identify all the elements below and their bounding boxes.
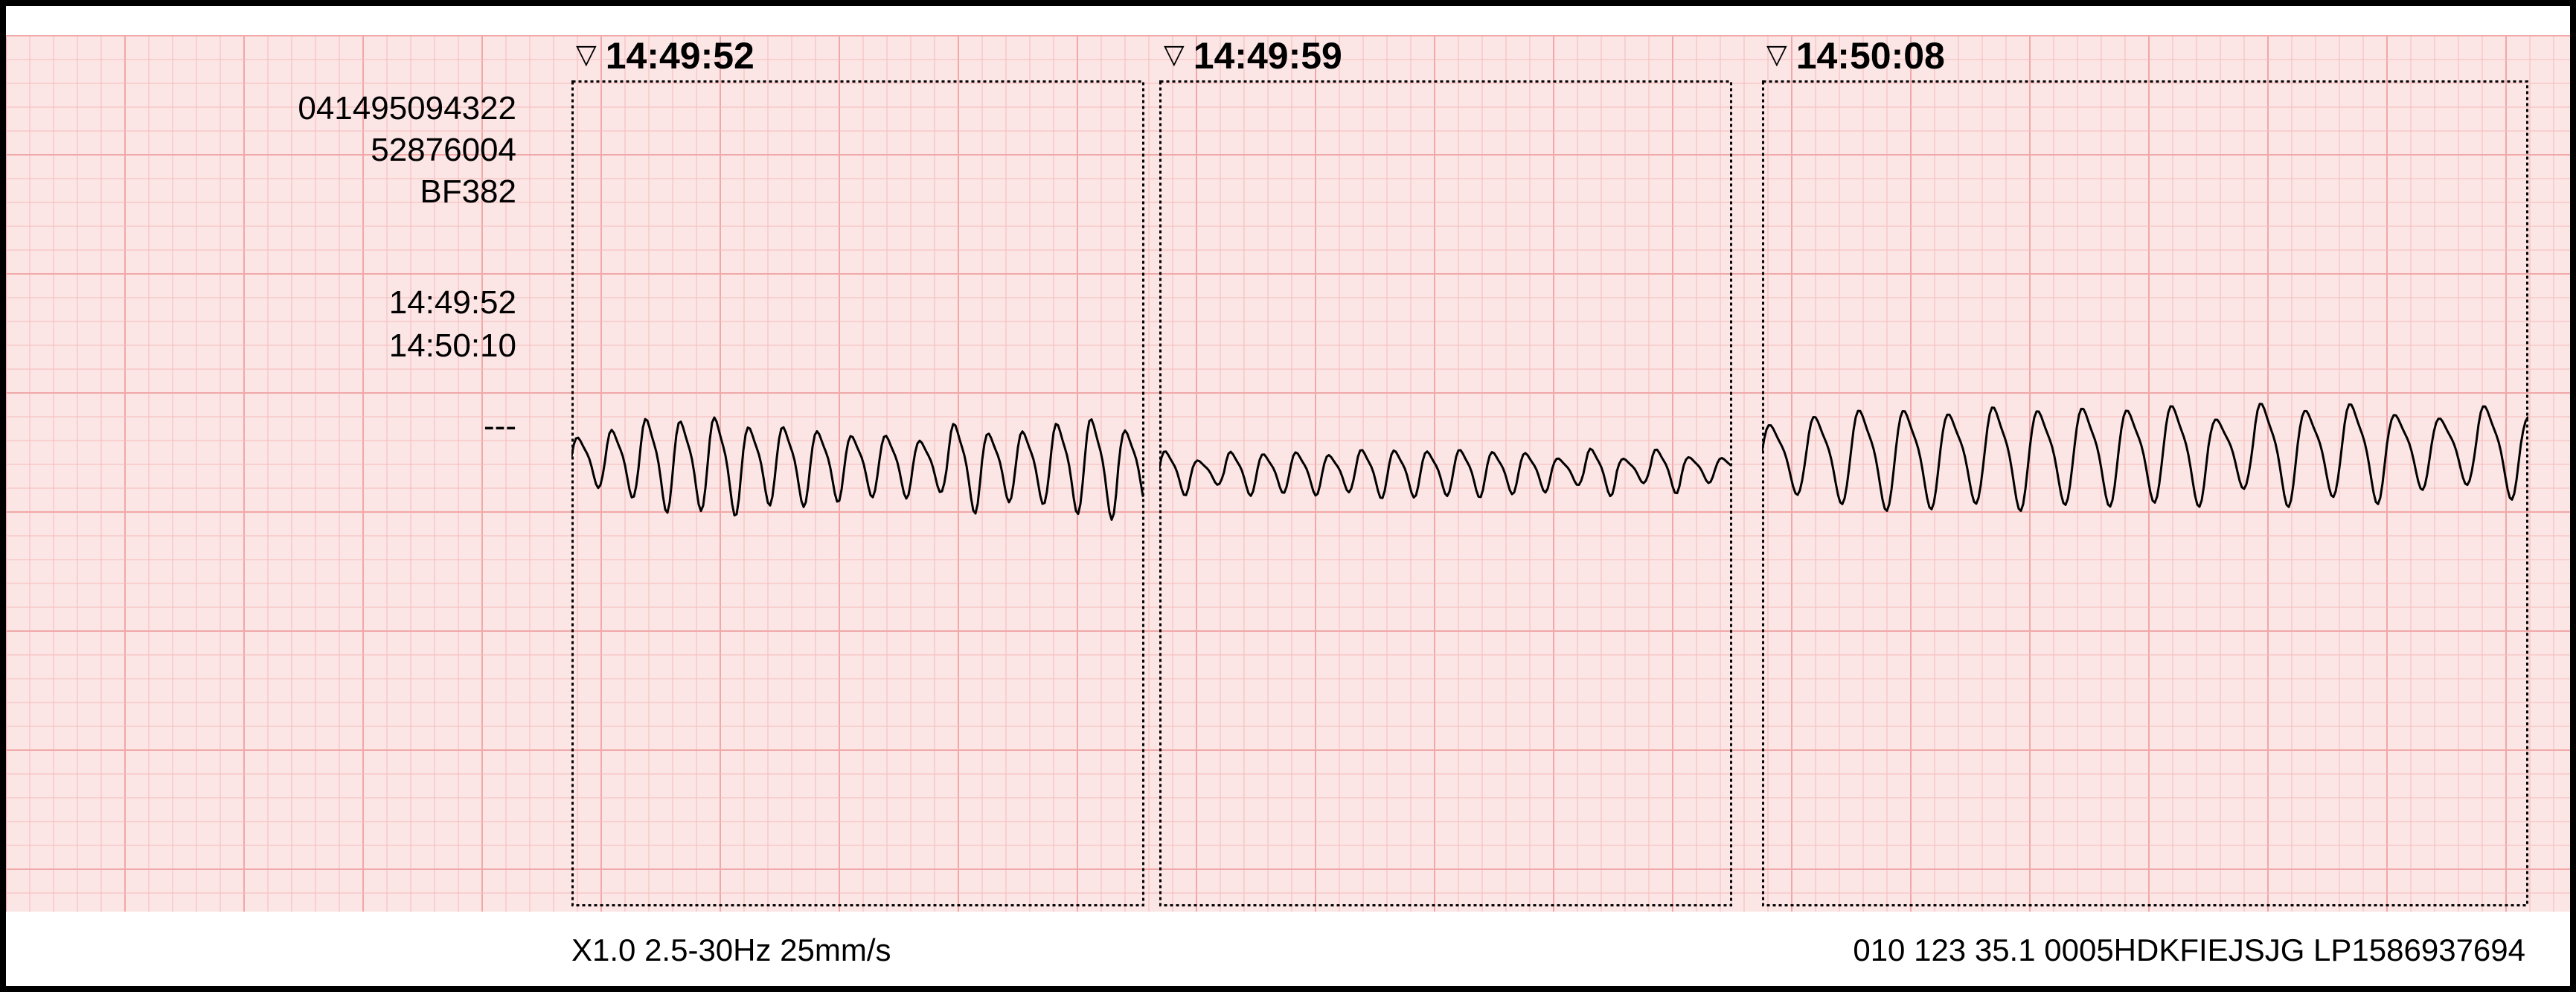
triangle-marker-icon: ▽: [1164, 39, 1185, 70]
dash-indicator: ---: [484, 408, 516, 445]
patient-id-2: 52876004: [298, 129, 516, 171]
footer-device-info: 010 123 35.1 0005HDKFIEJSJG LP1586937694: [1853, 932, 2525, 968]
footer-settings: X1.0 2.5-30Hz 25mm/s: [571, 932, 891, 968]
panel-border: [573, 82, 1144, 906]
panel-timestamp-text: 14:49:52: [606, 34, 754, 77]
panel-timestamp: ▽ 14:49:59: [1164, 34, 1342, 77]
triangle-marker-icon: ▽: [576, 39, 597, 70]
panel-border: [1763, 82, 2528, 906]
ecg-waveform: [571, 417, 1143, 519]
time-end: 14:50:10: [389, 324, 516, 368]
panel-svg: [571, 80, 1144, 906]
panel-svg: [1762, 80, 2528, 906]
ecg-waveform: [1159, 449, 1731, 498]
patient-id-1: 041495094322: [298, 88, 516, 129]
panel-timestamp: ▽ 14:50:08: [1766, 34, 1945, 77]
time-range-block: 14:49:52 14:50:10: [389, 281, 516, 368]
panel-timestamp-text: 14:50:08: [1796, 34, 1945, 77]
patient-id-3: BF382: [298, 171, 516, 213]
triangle-marker-icon: ▽: [1766, 39, 1787, 70]
time-start: 14:49:52: [389, 281, 516, 324]
panel-timestamp: ▽ 14:49:52: [576, 34, 754, 77]
ecg-strip-container: 041495094322 52876004 BF382 14:49:52 14:…: [0, 0, 2576, 992]
patient-info-block: 041495094322 52876004 BF382: [298, 88, 516, 213]
panel-timestamp-text: 14:49:59: [1194, 34, 1342, 77]
panel-svg: [1159, 80, 1732, 906]
ecg-waveform: [1762, 404, 2528, 511]
